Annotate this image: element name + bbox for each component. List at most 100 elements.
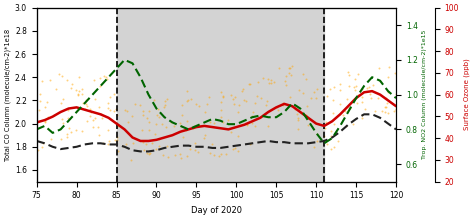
Point — [312, 97, 319, 100]
Point — [39, 141, 47, 145]
Point — [240, 98, 247, 101]
Point — [391, 71, 399, 74]
Point — [138, 128, 146, 131]
Point — [322, 120, 330, 124]
Point — [177, 124, 184, 127]
Point — [195, 124, 203, 127]
Point — [146, 152, 154, 155]
Point — [50, 113, 58, 117]
Point — [99, 141, 107, 145]
Point — [247, 141, 255, 145]
Point — [183, 154, 191, 157]
Point — [42, 105, 49, 108]
Point — [292, 107, 299, 111]
Point — [327, 134, 334, 138]
Point — [96, 76, 103, 79]
Point — [68, 82, 75, 86]
Point — [392, 107, 400, 111]
Point — [183, 99, 191, 102]
Point — [100, 75, 108, 78]
Point — [161, 100, 169, 103]
Point — [102, 76, 110, 79]
Point — [371, 110, 378, 113]
Point — [129, 141, 137, 145]
Point — [366, 92, 374, 96]
Point — [337, 88, 344, 91]
Point — [287, 66, 294, 70]
Point — [110, 110, 118, 113]
Point — [354, 93, 362, 97]
Point — [242, 99, 250, 103]
Point — [196, 105, 203, 108]
Point — [38, 80, 46, 83]
Point — [179, 135, 187, 139]
Point — [210, 121, 218, 125]
Point — [248, 121, 256, 125]
Point — [230, 102, 238, 106]
Point — [346, 106, 354, 109]
Point — [323, 143, 331, 146]
Point — [83, 120, 91, 123]
Point — [349, 122, 357, 126]
Point — [191, 141, 199, 145]
Point — [218, 100, 225, 103]
Point — [176, 121, 184, 125]
Point — [89, 125, 97, 129]
Point — [64, 109, 71, 112]
Point — [358, 95, 366, 99]
Point — [145, 120, 153, 124]
Point — [353, 101, 361, 105]
Point — [305, 124, 312, 127]
Point — [184, 98, 192, 102]
Point — [295, 119, 302, 122]
Point — [392, 109, 400, 112]
Point — [366, 85, 374, 88]
Point — [47, 137, 55, 141]
Point — [391, 110, 398, 113]
Point — [243, 122, 250, 126]
Point — [327, 147, 335, 150]
Point — [155, 115, 163, 118]
Point — [266, 81, 273, 85]
Point — [329, 111, 337, 115]
Point — [179, 114, 186, 117]
Point — [153, 148, 160, 151]
Point — [160, 106, 167, 109]
Point — [287, 73, 295, 76]
Point — [273, 105, 281, 109]
X-axis label: Day of 2020: Day of 2020 — [191, 206, 242, 215]
Point — [110, 93, 118, 96]
Point — [104, 107, 112, 110]
Point — [67, 87, 74, 90]
Point — [378, 109, 385, 113]
Point — [124, 121, 131, 124]
Point — [374, 96, 382, 100]
Point — [383, 101, 391, 105]
Point — [223, 152, 230, 155]
Point — [330, 145, 337, 149]
Point — [381, 105, 389, 109]
Point — [55, 72, 63, 75]
Point — [106, 95, 114, 99]
Point — [345, 73, 353, 77]
Point — [139, 114, 147, 117]
Y-axis label: Trop. NO2 Column (molecule/cm-2)*1e15: Trop. NO2 Column (molecule/cm-2)*1e15 — [422, 30, 427, 159]
Point — [296, 88, 303, 92]
Point — [72, 88, 80, 92]
Point — [382, 97, 389, 100]
Y-axis label: Total CO Column (molecule/cm-2)*1e18: Total CO Column (molecule/cm-2)*1e18 — [4, 28, 11, 161]
Point — [215, 154, 223, 158]
Point — [94, 126, 102, 129]
Point — [121, 108, 128, 112]
Point — [192, 102, 200, 106]
Point — [42, 121, 49, 124]
Point — [350, 85, 358, 88]
Point — [264, 77, 272, 81]
Point — [83, 104, 91, 108]
Point — [345, 85, 353, 88]
Point — [201, 111, 209, 114]
Point — [183, 119, 191, 123]
Point — [162, 125, 170, 129]
Point — [393, 100, 401, 104]
Point — [229, 148, 237, 151]
